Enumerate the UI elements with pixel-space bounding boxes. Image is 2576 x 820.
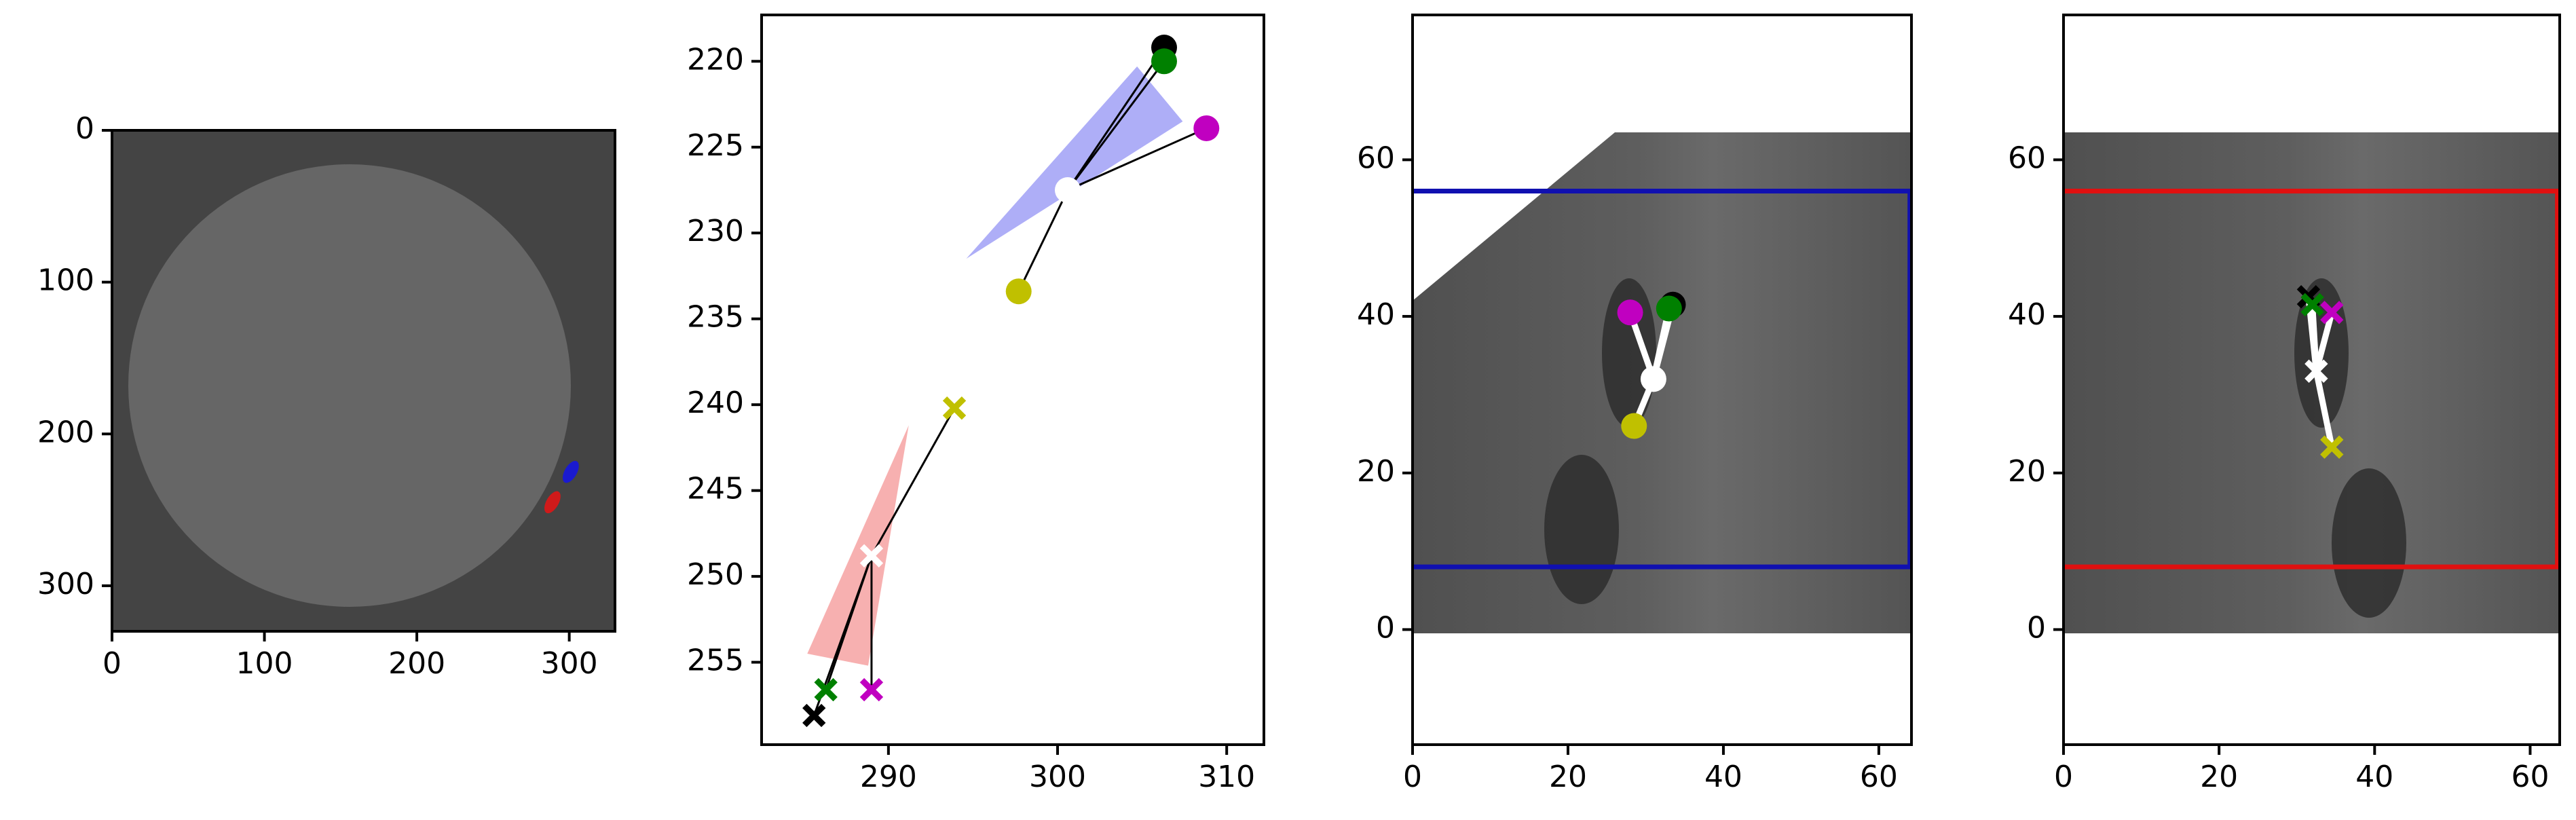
- link: [870, 407, 956, 557]
- image-blob: [1602, 278, 1656, 428]
- y-tick-label: 225: [687, 128, 744, 163]
- point: [859, 544, 884, 567]
- point: [562, 460, 579, 483]
- y-tick-label: 60: [2008, 141, 2046, 175]
- plot-area: [544, 460, 579, 514]
- y-tick-label: 245: [687, 472, 744, 506]
- link: [1067, 127, 1207, 191]
- y-tick-label: 40: [1357, 297, 1395, 332]
- image-blob: [2332, 468, 2406, 618]
- image-crop: [2064, 132, 2560, 633]
- axes-frame: [760, 14, 1265, 746]
- y-tick-label: 230: [687, 214, 744, 248]
- point: [1640, 366, 1666, 392]
- point: [544, 491, 561, 514]
- y-tick-label: 0: [2027, 610, 2046, 645]
- link: [2309, 304, 2319, 372]
- link: [2313, 370, 2335, 448]
- x-tick-label: 100: [236, 646, 293, 681]
- y-tick-label: 235: [687, 300, 744, 335]
- axes-frame: [1411, 14, 1913, 746]
- point: [814, 677, 838, 702]
- link: [1066, 60, 1165, 191]
- plot-area: [802, 35, 1220, 728]
- x-tick-label: 300: [541, 646, 598, 681]
- y-tick-label: 20: [1357, 454, 1395, 489]
- x-tick-label: 20: [2200, 760, 2238, 794]
- point: [1054, 177, 1081, 203]
- plot-area: [1413, 189, 1911, 570]
- y-tick-label: 20: [2008, 454, 2046, 489]
- point: [2300, 293, 2324, 316]
- y-tick-label: 220: [687, 42, 744, 77]
- y-tick-label: 300: [37, 567, 94, 601]
- y-tick-label: 60: [1357, 141, 1395, 175]
- axes-frame: [2062, 14, 2561, 746]
- y-tick-label: 200: [37, 415, 94, 449]
- y-tick-label: 255: [687, 644, 744, 678]
- x-tick-label: 60: [2511, 760, 2549, 794]
- link: [825, 555, 873, 690]
- image-disc: [128, 164, 571, 607]
- link: [1066, 47, 1165, 191]
- link: [1018, 189, 1069, 292]
- x-tick-label: 290: [860, 760, 917, 794]
- axes-frame: [111, 129, 616, 633]
- x-tick-label: 0: [102, 646, 122, 681]
- x-tick-label: 0: [1403, 760, 1422, 794]
- point: [2320, 301, 2344, 324]
- point: [1656, 295, 1682, 322]
- point: [1005, 278, 1032, 305]
- y-tick-label: 250: [687, 557, 744, 592]
- point: [1621, 413, 1647, 439]
- x-tick-label: 200: [388, 646, 445, 681]
- point: [1617, 299, 1643, 326]
- wedge: [807, 425, 909, 666]
- x-tick-label: 20: [1549, 760, 1587, 794]
- point: [1151, 48, 1177, 75]
- y-tick-label: 0: [1376, 610, 1395, 645]
- plot-area: [2064, 189, 2560, 570]
- point: [802, 703, 826, 728]
- link: [2313, 312, 2335, 372]
- point: [859, 677, 884, 702]
- x-tick-label: 40: [1704, 760, 1742, 794]
- x-tick-label: 0: [2054, 760, 2073, 794]
- point: [1193, 115, 1220, 141]
- y-tick-label: 40: [2008, 297, 2046, 332]
- x-tick-label: 300: [1029, 760, 1086, 794]
- x-tick-label: 310: [1198, 760, 1255, 794]
- point: [2304, 359, 2328, 383]
- wedge: [966, 66, 1183, 259]
- y-tick-label: 0: [75, 111, 94, 146]
- point: [942, 396, 967, 420]
- point: [2320, 435, 2344, 459]
- y-tick-label: 100: [37, 263, 94, 298]
- image-blob: [1544, 455, 1619, 604]
- x-tick-label: 40: [2355, 760, 2393, 794]
- y-tick-label: 240: [687, 386, 744, 420]
- x-tick-label: 60: [1860, 760, 1898, 794]
